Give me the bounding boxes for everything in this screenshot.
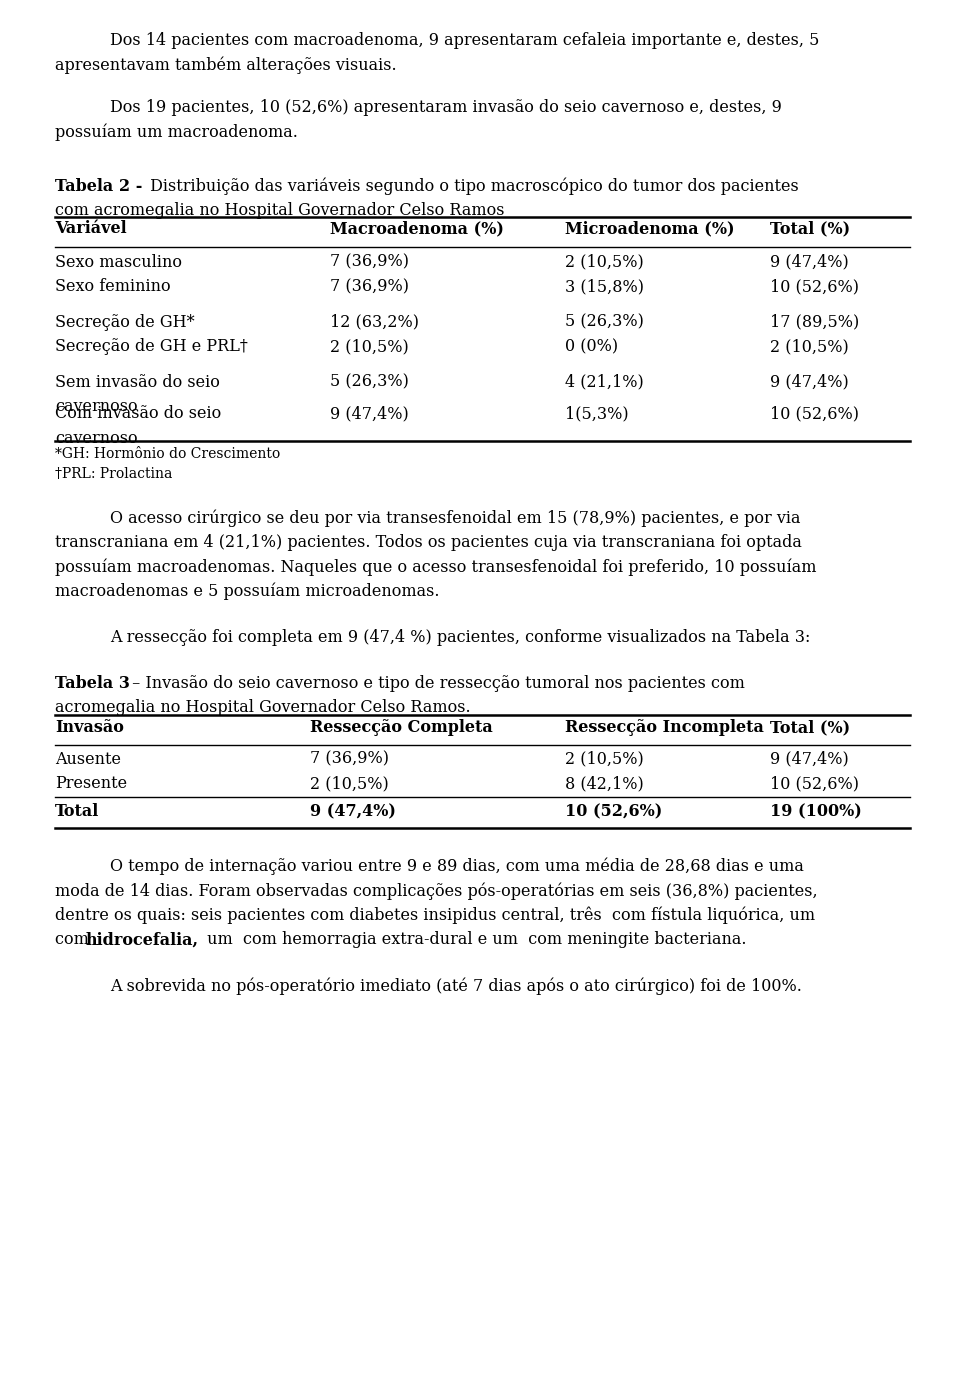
- Text: †PRL: Prolactina: †PRL: Prolactina: [55, 468, 173, 482]
- Text: dentre os quais: seis pacientes com diabetes insipidus central, três  com fístul: dentre os quais: seis pacientes com diab…: [55, 907, 815, 925]
- Text: cavernoso: cavernoso: [55, 397, 137, 415]
- Text: Sem invasão do seio: Sem invasão do seio: [55, 374, 220, 391]
- Text: 2 (10,5%): 2 (10,5%): [770, 338, 849, 355]
- Text: 19 (100%): 19 (100%): [770, 803, 862, 820]
- Text: Tabela 3: Tabela 3: [55, 675, 130, 691]
- Text: 10 (52,6%): 10 (52,6%): [565, 803, 662, 820]
- Text: Sexo feminino: Sexo feminino: [55, 277, 171, 295]
- Text: 9 (47,4%): 9 (47,4%): [330, 406, 409, 422]
- Text: Microadenoma (%): Microadenoma (%): [565, 221, 734, 237]
- Text: Ausente: Ausente: [55, 751, 121, 767]
- Text: Invasão: Invasão: [55, 719, 124, 736]
- Text: 2 (10,5%): 2 (10,5%): [565, 254, 644, 270]
- Text: Secreção de GH e PRL†: Secreção de GH e PRL†: [55, 338, 248, 355]
- Text: 3 (15,8%): 3 (15,8%): [565, 277, 644, 295]
- Text: 7 (36,9%): 7 (36,9%): [310, 751, 389, 767]
- Text: hidrocefalia,: hidrocefalia,: [85, 932, 199, 948]
- Text: 12 (63,2%): 12 (63,2%): [330, 313, 419, 331]
- Text: 10 (52,6%): 10 (52,6%): [770, 406, 859, 422]
- Text: Secreção de GH*: Secreção de GH*: [55, 313, 195, 331]
- Text: 8 (42,1%): 8 (42,1%): [565, 776, 644, 792]
- Text: O tempo de internação variou entre 9 e 89 dias, com uma média de 28,68 dias e um: O tempo de internação variou entre 9 e 8…: [110, 858, 804, 875]
- Text: Variável: Variável: [55, 221, 127, 237]
- Text: Total: Total: [55, 803, 99, 820]
- Text: 4 (21,1%): 4 (21,1%): [565, 374, 644, 391]
- Text: macroadenomas e 5 possuíam microadenomas.: macroadenomas e 5 possuíam microadenomas…: [55, 582, 440, 600]
- Text: 9 (47,4%): 9 (47,4%): [770, 751, 849, 767]
- Text: com: com: [55, 932, 94, 948]
- Text: transcraniana em 4 (21,1%) pacientes. Todos os pacientes cuja via transcraniana : transcraniana em 4 (21,1%) pacientes. To…: [55, 534, 802, 551]
- Text: Ressecção Completa: Ressecção Completa: [310, 719, 492, 736]
- Text: 7 (36,9%): 7 (36,9%): [330, 254, 409, 270]
- Text: 2 (10,5%): 2 (10,5%): [310, 776, 389, 792]
- Text: 0 (0%): 0 (0%): [565, 338, 618, 355]
- Text: A ressecção foi completa em 9 (47,4 %) pacientes, conforme visualizados na Tabel: A ressecção foi completa em 9 (47,4 %) p…: [110, 629, 810, 646]
- Text: 10 (52,6%): 10 (52,6%): [770, 776, 859, 792]
- Text: Tabela 2 -: Tabela 2 -: [55, 178, 142, 195]
- Text: 5 (26,3%): 5 (26,3%): [330, 374, 409, 391]
- Text: A sobrevida no pós-operatório imediato (até 7 dias após o ato cirúrgico) foi de : A sobrevida no pós-operatório imediato (…: [110, 978, 802, 995]
- Text: 2 (10,5%): 2 (10,5%): [330, 338, 409, 355]
- Text: 2 (10,5%): 2 (10,5%): [565, 751, 644, 767]
- Text: 10 (52,6%): 10 (52,6%): [770, 277, 859, 295]
- Text: Dos 19 pacientes, 10 (52,6%) apresentaram invasão do seio cavernoso e, destes, 9: Dos 19 pacientes, 10 (52,6%) apresentara…: [110, 98, 781, 116]
- Text: – Invasão do seio cavernoso e tipo de ressecção tumoral nos pacientes com: – Invasão do seio cavernoso e tipo de re…: [127, 675, 745, 691]
- Text: com acromegalia no Hospital Governador Celso Ramos: com acromegalia no Hospital Governador C…: [55, 201, 505, 219]
- Text: 1(5,3%): 1(5,3%): [565, 406, 629, 422]
- Text: cavernoso: cavernoso: [55, 431, 137, 447]
- Text: *GH: Hormônio do Crescimento: *GH: Hormônio do Crescimento: [55, 447, 280, 461]
- Text: 5 (26,3%): 5 (26,3%): [565, 313, 644, 331]
- Text: possuíam macroadenomas. Naqueles que o acesso transesfenoidal foi preferido, 10 : possuíam macroadenomas. Naqueles que o a…: [55, 559, 817, 575]
- Text: Com invasão do seio: Com invasão do seio: [55, 406, 221, 422]
- Text: 9 (47,4%): 9 (47,4%): [770, 254, 849, 270]
- Text: 17 (89,5%): 17 (89,5%): [770, 313, 859, 331]
- Text: possuíam um macroadenoma.: possuíam um macroadenoma.: [55, 123, 298, 141]
- Text: apresentavam também alterações visuais.: apresentavam também alterações visuais.: [55, 57, 396, 75]
- Text: 9 (47,4%): 9 (47,4%): [310, 803, 396, 820]
- Text: Sexo masculino: Sexo masculino: [55, 254, 182, 270]
- Text: Dos 14 pacientes com macroadenoma, 9 apresentaram cefaleia importante e, destes,: Dos 14 pacientes com macroadenoma, 9 apr…: [110, 32, 820, 50]
- Text: Ressecção Incompleta: Ressecção Incompleta: [565, 719, 764, 736]
- Text: 7 (36,9%): 7 (36,9%): [330, 277, 409, 295]
- Text: moda de 14 dias. Foram observadas complicações pós-operatórias em seis (36,8%) p: moda de 14 dias. Foram observadas compli…: [55, 882, 818, 900]
- Text: 9 (47,4%): 9 (47,4%): [770, 374, 849, 391]
- Text: Total (%): Total (%): [770, 719, 851, 736]
- Text: Macroadenoma (%): Macroadenoma (%): [330, 221, 504, 237]
- Text: Distribuição das variáveis segundo o tipo macroscópico do tumor dos pacientes: Distribuição das variáveis segundo o tip…: [145, 178, 799, 195]
- Text: um  com hemorragia extra-dural e um  com meningite bacteriana.: um com hemorragia extra-dural e um com m…: [202, 932, 747, 948]
- Text: Total (%): Total (%): [770, 221, 851, 237]
- Text: O acesso cirúrgico se deu por via transesfenoidal em 15 (78,9%) pacientes, e por: O acesso cirúrgico se deu por via transe…: [110, 509, 801, 527]
- Text: Presente: Presente: [55, 776, 127, 792]
- Text: acromegalia no Hospital Governador Celso Ramos.: acromegalia no Hospital Governador Celso…: [55, 700, 470, 716]
